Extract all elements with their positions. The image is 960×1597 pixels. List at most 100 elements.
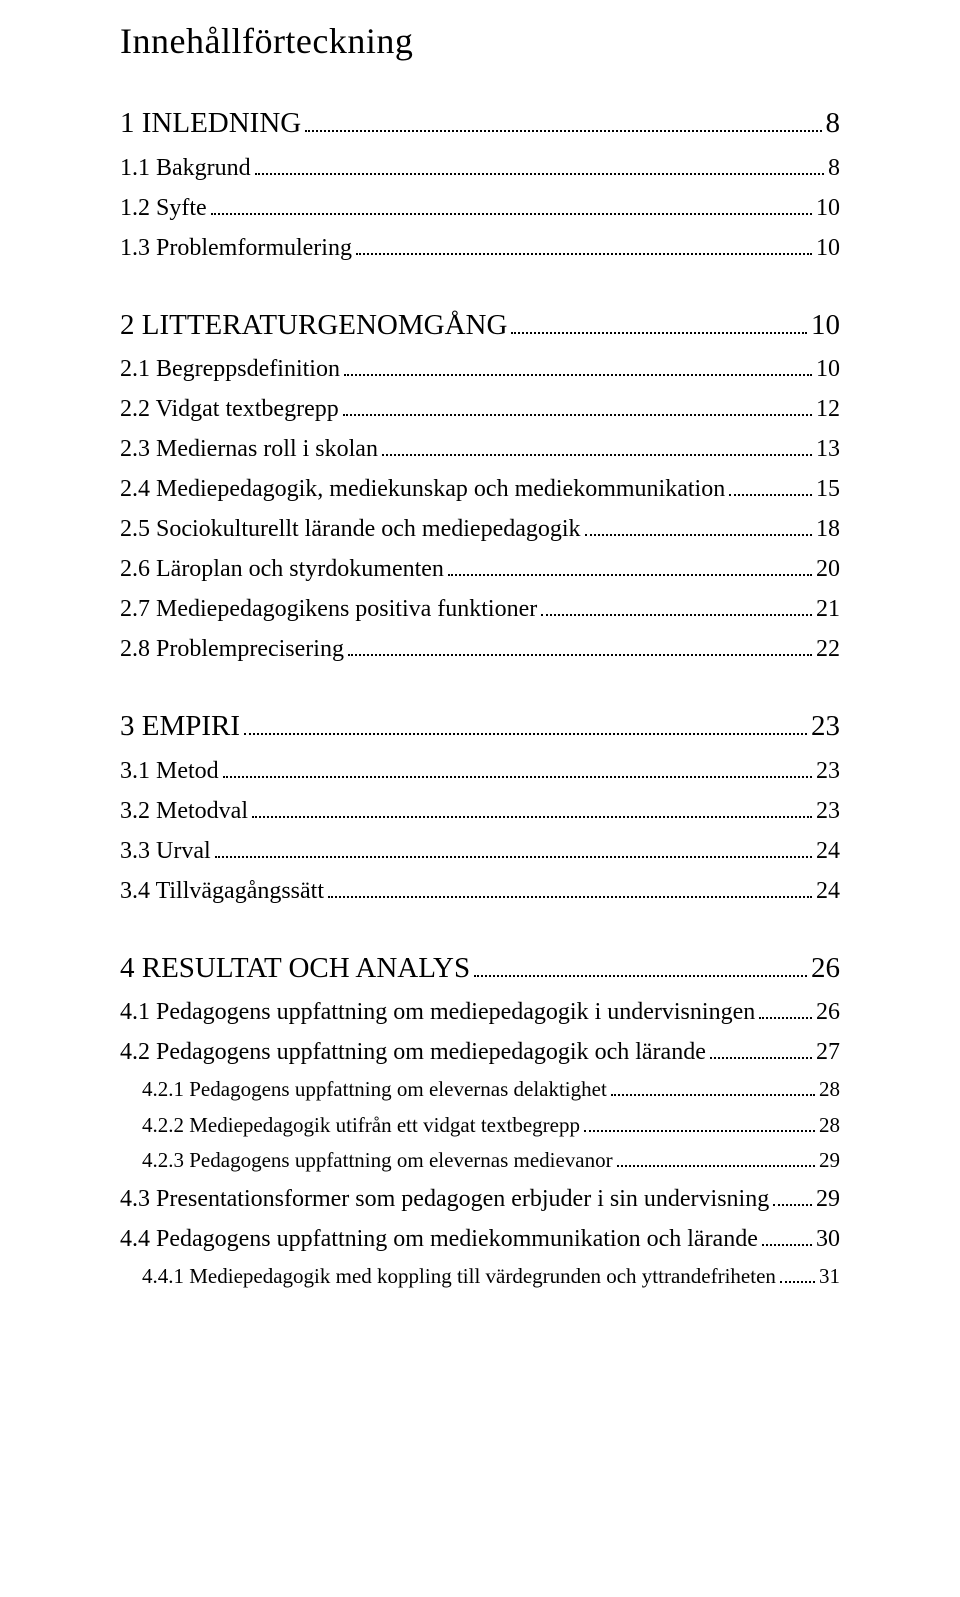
toc-entry: 4.3 Presentationsformer som pedagogen er… [120, 1181, 840, 1217]
toc-leader-dots [780, 1281, 815, 1283]
toc-entry-label: 3.2 Metodval [120, 793, 248, 829]
toc-entry-label: 4.4.1 Mediepedagogik med koppling till v… [142, 1261, 776, 1293]
toc-leader-dots [762, 1244, 812, 1246]
toc-entry-label: 4.2.3 Pedagogens uppfattning om eleverna… [142, 1145, 613, 1177]
toc-entry-label: 4.3 Presentationsformer som pedagogen er… [120, 1181, 769, 1217]
toc-entry: 4.1 Pedagogens uppfattning om mediepedag… [120, 994, 840, 1030]
toc-entry-label: 4.2.1 Pedagogens uppfattning om eleverna… [142, 1074, 607, 1106]
toc-entry: 4.2 Pedagogens uppfattning om mediepedag… [120, 1034, 840, 1070]
toc-entry-label: 3.4 Tillvägagångssätt [120, 873, 324, 909]
toc-leader-dots [611, 1094, 815, 1096]
toc-entry-page: 29 [819, 1145, 840, 1177]
toc-leader-dots [244, 733, 807, 735]
toc-entry-page: 20 [816, 551, 840, 587]
toc-entry-label: 4.4 Pedagogens uppfattning om mediekommu… [120, 1221, 758, 1257]
toc-entry: 4.4.1 Mediepedagogik med koppling till v… [120, 1261, 840, 1293]
toc-entry-label: 2.5 Sociokulturellt lärande och medieped… [120, 511, 581, 547]
toc-leader-dots [255, 173, 824, 175]
toc-entry: 2.1 Begreppsdefinition 10 [120, 351, 840, 387]
toc-leader-dots [448, 574, 812, 576]
toc-entry-page: 12 [816, 391, 840, 427]
toc-entry: 4.2.3 Pedagogens uppfattning om eleverna… [120, 1145, 840, 1177]
toc-entry-label: 4 RESULTAT OCH ANALYS [120, 947, 470, 991]
toc-entry-page: 13 [816, 431, 840, 467]
toc-entry-label: 2.3 Mediernas roll i skolan [120, 431, 378, 467]
toc-leader-dots [223, 776, 812, 778]
toc-entry-page: 28 [819, 1074, 840, 1106]
toc-entry-page: 10 [816, 230, 840, 266]
toc-leader-dots [356, 253, 812, 255]
toc-leader-dots [710, 1057, 812, 1059]
toc-entry: 4.2.2 Mediepedagogik utifrån ett vidgat … [120, 1110, 840, 1142]
toc-entry-page: 8 [826, 102, 841, 146]
toc-entry-label: 3.3 Urval [120, 833, 211, 869]
toc-entry-page: 26 [816, 994, 840, 1030]
toc-leader-dots [252, 816, 812, 818]
toc-leader-dots [343, 414, 812, 416]
toc-entry-page: 10 [816, 190, 840, 226]
toc-entry-label: 4.1 Pedagogens uppfattning om mediepedag… [120, 994, 755, 1030]
toc-leader-dots [344, 374, 812, 376]
toc-leader-dots [305, 130, 821, 132]
toc-entry-page: 26 [811, 947, 840, 991]
toc-entry-page: 23 [816, 793, 840, 829]
toc-entry: 4.2.1 Pedagogens uppfattning om eleverna… [120, 1074, 840, 1106]
toc-entry-label: 2.7 Mediepedagogikens positiva funktione… [120, 591, 537, 627]
toc-leader-dots [328, 896, 812, 898]
toc-entry: 1.1 Bakgrund 8 [120, 150, 840, 186]
toc-entry-page: 22 [816, 631, 840, 667]
toc-entry: 3.4 Tillvägagångssätt 24 [120, 873, 840, 909]
toc-entry-page: 23 [811, 705, 840, 749]
toc-entry-page: 18 [816, 511, 840, 547]
toc-entry: 3 EMPIRI 23 [120, 705, 840, 749]
page-title: Innehållförteckning [120, 20, 840, 62]
toc-entry: 2.5 Sociokulturellt lärande och medieped… [120, 511, 840, 547]
toc-entry: 2 LITTERATURGENOMGÅNG10 [120, 304, 840, 348]
toc-entry-page: 24 [816, 873, 840, 909]
toc-leader-dots [729, 494, 812, 496]
toc-entry: 1.2 Syfte 10 [120, 190, 840, 226]
toc-leader-dots [773, 1204, 812, 1206]
toc-entry-label: 1.2 Syfte [120, 190, 207, 226]
toc-entry-page: 8 [828, 150, 840, 186]
toc-entry: 2.6 Läroplan och styrdokumenten20 [120, 551, 840, 587]
toc-leader-dots [211, 213, 812, 215]
toc-entry: 2.3 Mediernas roll i skolan 13 [120, 431, 840, 467]
toc-entry: 4 RESULTAT OCH ANALYS 26 [120, 947, 840, 991]
toc-leader-dots [474, 975, 807, 977]
toc-entry-label: 1.1 Bakgrund [120, 150, 251, 186]
toc-entry-label: 3 EMPIRI [120, 705, 240, 749]
toc-entry-label: 2.1 Begreppsdefinition [120, 351, 340, 387]
toc-entry-page: 10 [816, 351, 840, 387]
toc-leader-dots [759, 1017, 812, 1019]
toc-entry-page: 21 [816, 591, 840, 627]
toc-leader-dots [541, 614, 812, 616]
toc-entry: 3.2 Metodval 23 [120, 793, 840, 829]
toc-entry-label: 4.2.2 Mediepedagogik utifrån ett vidgat … [142, 1110, 580, 1142]
toc-entry-label: 2.4 Mediepedagogik, mediekunskap och med… [120, 471, 725, 507]
toc-entry-page: 24 [816, 833, 840, 869]
toc-entry-label: 2.2 Vidgat textbegrepp [120, 391, 339, 427]
toc-entry-page: 28 [819, 1110, 840, 1142]
toc-entry-label: 2 LITTERATURGENOMGÅNG [120, 304, 507, 348]
toc-entry-page: 27 [816, 1034, 840, 1070]
toc-leader-dots [382, 454, 812, 456]
toc-entry-label: 3.1 Metod [120, 753, 219, 789]
toc-leader-dots [584, 1130, 815, 1132]
toc-leader-dots [215, 856, 812, 858]
toc-entry: 1 INLEDNING 8 [120, 102, 840, 146]
toc-entry-label: 1 INLEDNING [120, 102, 301, 146]
toc-entry-label: 1.3 Problemformulering [120, 230, 352, 266]
toc-leader-dots [348, 654, 812, 656]
toc-entry: 3.1 Metod 23 [120, 753, 840, 789]
toc-entry-page: 23 [816, 753, 840, 789]
toc-entry: 1.3 Problemformulering 10 [120, 230, 840, 266]
toc-entry: 2.2 Vidgat textbegrepp 12 [120, 391, 840, 427]
toc-entry: 2.8 Problemprecisering22 [120, 631, 840, 667]
table-of-contents: 1 INLEDNING81.1 Bakgrund81.2 Syfte101.3 … [120, 102, 840, 1292]
toc-entry: 2.7 Mediepedagogikens positiva funktione… [120, 591, 840, 627]
toc-entry: 3.3 Urval 24 [120, 833, 840, 869]
toc-entry-page: 31 [819, 1261, 840, 1293]
toc-entry: 4.4 Pedagogens uppfattning om mediekommu… [120, 1221, 840, 1257]
toc-leader-dots [617, 1165, 815, 1167]
